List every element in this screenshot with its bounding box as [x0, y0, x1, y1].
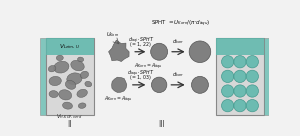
Bar: [40, 38, 46, 115]
Text: $V_{Leim,U}$: $V_{Leim,U}$: [59, 43, 80, 51]
Text: $A_{Korn} = A_{\ddot{a}qu}$: $A_{Korn} = A_{\ddot{a}qu}$: [104, 95, 133, 105]
Circle shape: [246, 56, 259, 68]
Bar: [264, 38, 269, 115]
Ellipse shape: [77, 89, 87, 97]
Circle shape: [246, 70, 259, 83]
Bar: [216, 38, 264, 115]
Circle shape: [234, 85, 246, 97]
Circle shape: [221, 70, 234, 83]
Text: $A_{Korn} = A_{\ddot{a}qu}$: $A_{Korn} = A_{\ddot{a}qu}$: [134, 62, 163, 72]
Ellipse shape: [49, 91, 58, 98]
Text: $(= 1,22)$: $(= 1,22)$: [129, 40, 152, 49]
Circle shape: [221, 85, 234, 97]
Ellipse shape: [78, 103, 86, 108]
Circle shape: [221, 99, 234, 112]
Ellipse shape: [48, 66, 56, 72]
Bar: [216, 38, 264, 55]
Text: $U_{Korn}$: $U_{Korn}$: [106, 30, 120, 39]
Ellipse shape: [67, 73, 82, 85]
Text: II: II: [68, 120, 72, 129]
Ellipse shape: [54, 61, 69, 73]
Circle shape: [234, 70, 246, 83]
Circle shape: [246, 99, 259, 112]
Text: $d_{\ddot{a}qi}\cdot SPHT$: $d_{\ddot{a}qi}\cdot SPHT$: [128, 35, 154, 46]
Circle shape: [191, 76, 208, 93]
Circle shape: [152, 77, 167, 93]
Ellipse shape: [71, 60, 84, 71]
Ellipse shape: [59, 90, 72, 100]
Text: $(= 1,03)$: $(= 1,03)$: [129, 73, 152, 82]
Text: III: III: [158, 120, 165, 129]
Circle shape: [234, 56, 246, 68]
Ellipse shape: [56, 55, 63, 61]
Ellipse shape: [80, 71, 88, 78]
Polygon shape: [112, 77, 127, 92]
Circle shape: [234, 99, 246, 112]
Text: $d_{korr}$: $d_{korr}$: [172, 70, 184, 79]
Ellipse shape: [49, 76, 61, 86]
Ellipse shape: [62, 102, 73, 109]
Bar: [46, 38, 94, 115]
Circle shape: [246, 85, 259, 97]
Text: $V_{H,KGP,verd}$: $V_{H,KGP,verd}$: [56, 113, 83, 121]
Bar: [46, 38, 94, 55]
Polygon shape: [109, 40, 129, 61]
Ellipse shape: [85, 81, 92, 87]
Text: $d_{korr}$: $d_{korr}$: [172, 37, 184, 46]
Circle shape: [151, 43, 168, 60]
Text: SPHT $= U_{Korn}/(\pi{\cdot}d_{\ddot{a}qu})$: SPHT $= U_{Korn}/(\pi{\cdot}d_{\ddot{a}q…: [151, 19, 210, 29]
Circle shape: [189, 41, 211, 63]
Circle shape: [221, 56, 234, 68]
Text: $d_{\ddot{a}qu}\cdot SPHT$: $d_{\ddot{a}qu}\cdot SPHT$: [127, 69, 154, 79]
Ellipse shape: [77, 57, 84, 62]
Ellipse shape: [65, 80, 76, 89]
